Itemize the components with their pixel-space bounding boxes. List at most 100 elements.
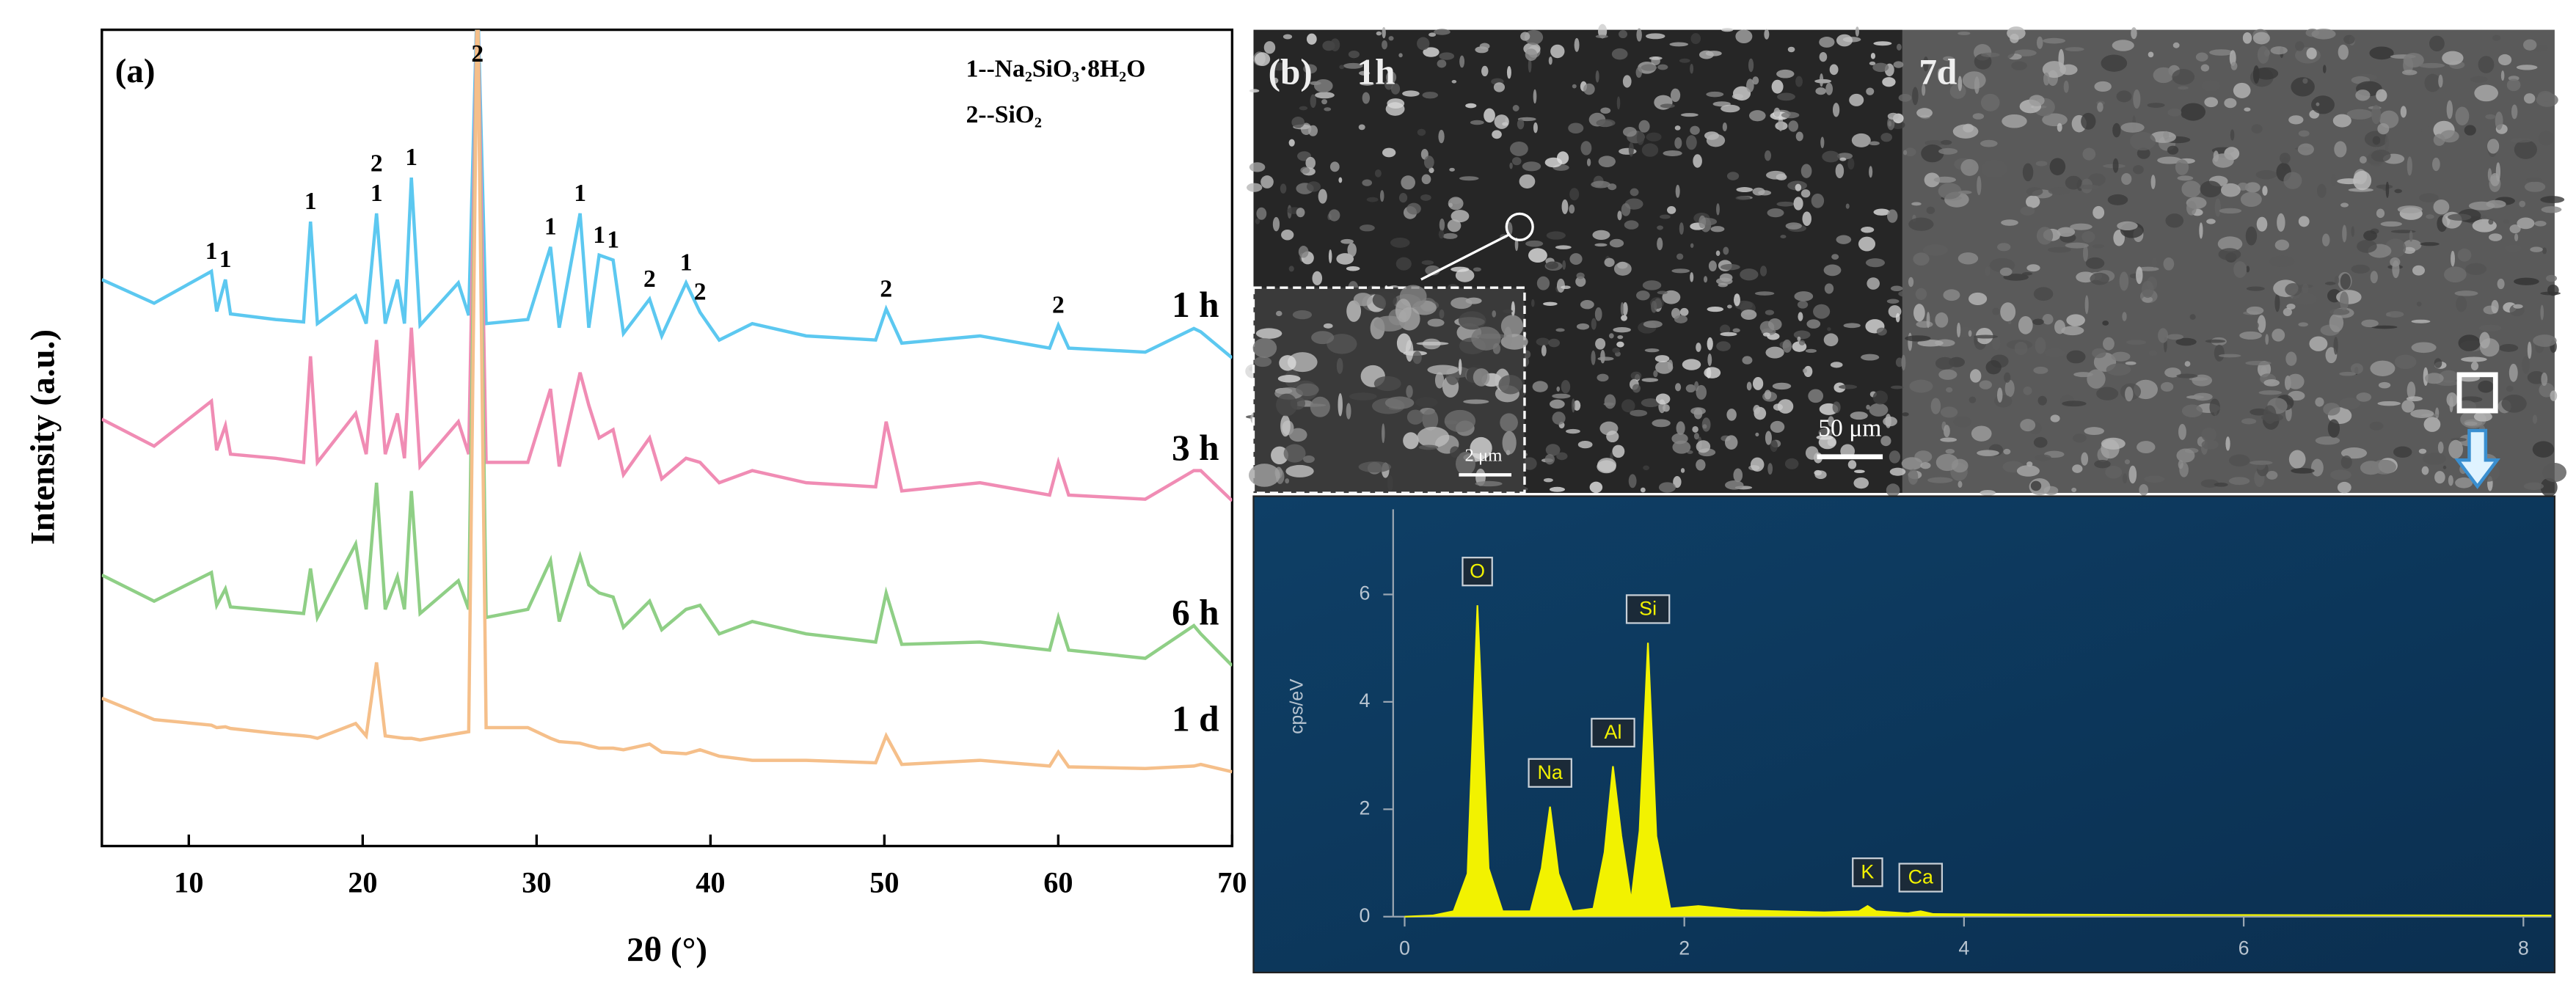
grain xyxy=(1632,384,1641,393)
grain xyxy=(2128,465,2137,484)
grain xyxy=(1604,257,1615,267)
grain xyxy=(1619,30,1628,39)
grain xyxy=(2228,477,2250,486)
grain xyxy=(2503,219,2510,224)
grain xyxy=(2073,433,2087,443)
grain xyxy=(2252,321,2259,329)
grain xyxy=(1628,474,1637,488)
grain xyxy=(1716,341,1731,351)
grain xyxy=(2062,400,2087,407)
grain xyxy=(2274,239,2290,251)
grain xyxy=(2122,312,2127,321)
grain xyxy=(2334,141,2347,158)
grain xyxy=(1339,65,1345,70)
grain xyxy=(1285,464,1314,477)
grain xyxy=(1669,42,1689,47)
grain xyxy=(1882,77,1896,87)
grain xyxy=(2026,187,2043,197)
grain xyxy=(1670,88,1681,103)
grain xyxy=(2519,200,2526,208)
grain xyxy=(2338,44,2349,60)
grain xyxy=(1373,376,1401,392)
grain xyxy=(2291,468,2315,474)
peak-label: O xyxy=(1470,560,1485,582)
grain xyxy=(2371,149,2391,162)
grain xyxy=(2363,230,2377,241)
grain xyxy=(2160,381,2174,392)
grain xyxy=(1957,32,1971,35)
grain xyxy=(1536,337,1550,346)
grain xyxy=(1890,385,1904,389)
grain xyxy=(2042,61,2066,78)
grain xyxy=(1867,277,1880,290)
grain xyxy=(2532,414,2538,424)
grain xyxy=(1901,457,1923,470)
x-tick-label: 50 xyxy=(869,866,899,899)
grain xyxy=(1387,475,1393,492)
grain xyxy=(1494,114,1509,129)
grain xyxy=(1459,176,1479,181)
grain xyxy=(1766,170,1786,180)
grain xyxy=(1657,290,1668,295)
grain xyxy=(2250,460,2273,465)
grain xyxy=(1974,76,1980,95)
grain xyxy=(1303,455,1315,464)
grain xyxy=(1387,98,1405,109)
grain xyxy=(1949,83,1966,99)
grain xyxy=(1502,431,1517,455)
grain xyxy=(1321,99,1327,105)
grain xyxy=(1291,117,1305,128)
grain xyxy=(1252,337,1277,358)
grain xyxy=(2257,45,2269,64)
grain xyxy=(2255,169,2277,180)
grain xyxy=(1890,285,1903,292)
grain xyxy=(1701,417,1711,432)
grain xyxy=(1787,46,1795,53)
grain xyxy=(1843,323,1861,329)
grain xyxy=(1298,246,1309,258)
grain xyxy=(2163,257,2175,271)
grain xyxy=(1447,219,1462,233)
grain xyxy=(1641,398,1661,408)
peak-label: Ca xyxy=(1908,866,1933,888)
grain xyxy=(1676,253,1684,260)
grain xyxy=(2371,459,2396,475)
grain xyxy=(1992,307,2000,315)
grain xyxy=(1439,309,1445,319)
grain xyxy=(2265,334,2269,345)
peak-label: Si xyxy=(1639,598,1657,620)
grain xyxy=(1933,176,1956,183)
grain xyxy=(2088,173,2106,186)
grain xyxy=(1549,486,1566,492)
grain xyxy=(2386,311,2404,318)
callout-line xyxy=(1420,233,1509,281)
grain xyxy=(2407,381,2416,400)
grain xyxy=(1395,299,1412,323)
grain xyxy=(1382,147,1396,158)
grain xyxy=(2094,459,2111,469)
grain xyxy=(1707,353,1712,366)
grain xyxy=(1493,82,1506,92)
grain xyxy=(1288,266,1294,272)
grain xyxy=(2324,282,2336,285)
grain xyxy=(1597,373,1609,382)
grain xyxy=(1340,238,1354,244)
x-tick-label: 70 xyxy=(1217,866,1247,899)
grain xyxy=(2530,246,2543,252)
grain xyxy=(1329,161,1340,172)
grain xyxy=(1726,409,1737,421)
grain xyxy=(2401,400,2415,413)
grain xyxy=(2001,219,2018,226)
grain xyxy=(1657,64,1668,70)
grain xyxy=(1887,112,1900,120)
grain xyxy=(1653,370,1658,378)
grain xyxy=(1479,43,1490,50)
grain xyxy=(1543,301,1558,306)
grain xyxy=(1524,29,1544,45)
grain xyxy=(2423,417,2441,432)
grain xyxy=(2372,136,2381,145)
grain xyxy=(1720,263,1740,271)
grain xyxy=(2020,206,2035,216)
grain xyxy=(2269,255,2295,267)
grain xyxy=(2209,49,2233,56)
